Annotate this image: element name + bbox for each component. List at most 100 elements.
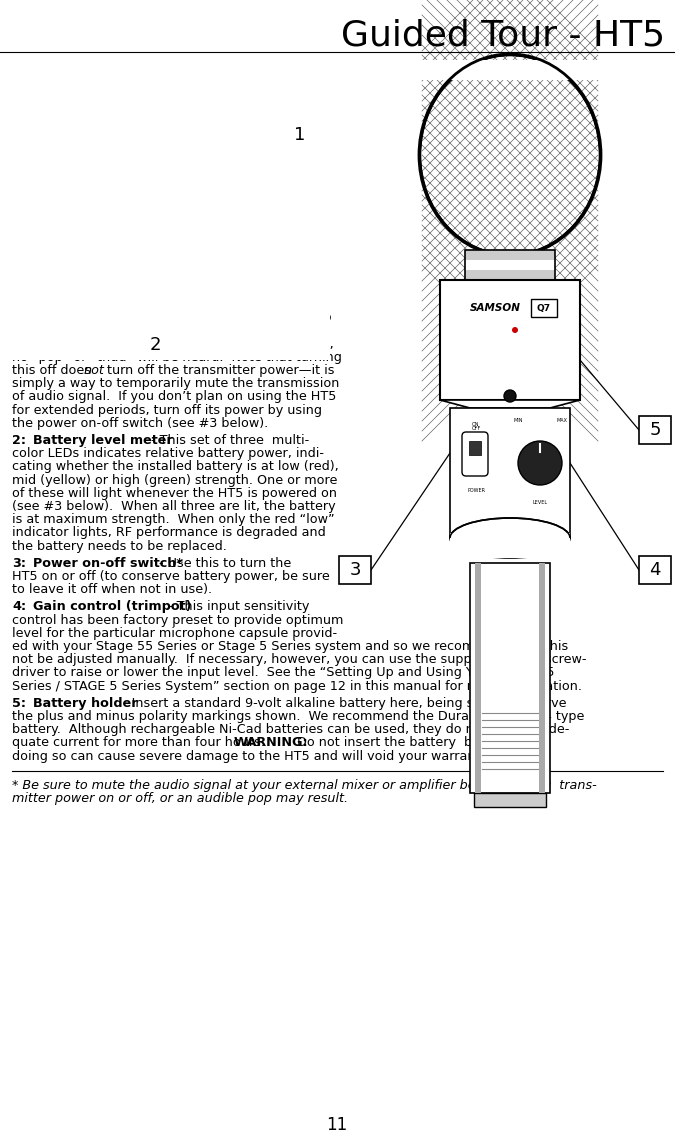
Text: 5:: 5: <box>12 697 26 709</box>
Text: WARNING:: WARNING: <box>234 737 308 749</box>
Bar <box>450 408 570 538</box>
Text: of these will light whenever the HT5 is powered on: of these will light whenever the HT5 is … <box>12 487 337 500</box>
Text: doing so can cause severe damage to the HT5 and will void your warranty.: doing so can cause severe damage to the … <box>12 749 490 763</box>
Text: MIN: MIN <box>513 418 522 422</box>
Text: the “off” position, the audio signal is muted.: the “off” position, the audio signal is … <box>12 325 296 337</box>
Text: ed with your Stage 55 Series or Stage 5 Series system and so we recommend that t: ed with your Stage 55 Series or Stage 5 … <box>12 639 568 653</box>
Text: 2:: 2: <box>12 434 26 447</box>
Text: IC:0168: IC:0168 <box>240 156 246 180</box>
Text: battery.  Although rechargeable Ni-Cad batteries can be used, they do not supply: battery. Although rechargeable Ni-Cad ba… <box>12 723 570 737</box>
Text: level for the particular microphone capsule provid-: level for the particular microphone caps… <box>12 627 337 639</box>
Bar <box>450 533 570 558</box>
Text: not be adjusted manually.  If necessary, however, you can use the supplied plast: not be adjusted manually. If necessary, … <box>12 653 587 666</box>
Text: Battery holder: Battery holder <box>33 697 138 709</box>
Text: - Insert a standard 9-volt alkaline battery here, being sure to observe: - Insert a standard 9-volt alkaline batt… <box>119 697 566 709</box>
Text: the power on-off switch (see #3 below).: the power on-off switch (see #3 below). <box>12 416 268 430</box>
Text: HIGH: HIGH <box>183 159 202 168</box>
Text: indicator lights, RF performance is degraded and: indicator lights, RF performance is degr… <box>12 526 326 540</box>
Bar <box>0 59 330 360</box>
Circle shape <box>518 440 562 485</box>
Text: Power on-off switch*: Power on-off switch* <box>33 557 183 570</box>
Bar <box>181 148 205 158</box>
Bar <box>137 116 140 136</box>
Text: Gain control (trimpot): Gain control (trimpot) <box>33 601 192 613</box>
Text: OFF: OFF <box>471 427 481 431</box>
Bar <box>127 116 130 136</box>
Bar <box>160 117 184 135</box>
Text: BATTERY LEVEL: BATTERY LEVEL <box>122 172 188 181</box>
Text: mid (yellow) or high (green) strength. One or more: mid (yellow) or high (green) strength. O… <box>12 474 337 486</box>
Text: FCC ID CCRHT5: FCC ID CCRHT5 <box>65 144 70 192</box>
Bar <box>142 116 145 136</box>
Text: SAMSON: SAMSON <box>470 303 520 313</box>
Text: turn off the transmitter power—it is: turn off the transmitter power—it is <box>103 364 335 378</box>
Bar <box>465 270 555 280</box>
Text: AUDIO: AUDIO <box>138 95 171 104</box>
Bar <box>469 440 481 455</box>
Text: color LEDs indicates relative battery power, indi-: color LEDs indicates relative battery po… <box>12 447 324 460</box>
Bar <box>475 563 481 793</box>
Circle shape <box>504 390 516 402</box>
Text: (see #3 below).  When all three are lit, the battery: (see #3 below). When all three are lit, … <box>12 500 335 513</box>
FancyBboxPatch shape <box>639 556 671 583</box>
Bar <box>539 563 545 793</box>
Text: 4:: 4: <box>12 601 26 613</box>
Text: - This set of three  multi-: - This set of three multi- <box>147 434 309 447</box>
Text: to leave it off when not in use).: to leave it off when not in use). <box>12 583 212 596</box>
Text: LEVEL: LEVEL <box>533 501 547 506</box>
Circle shape <box>55 67 255 268</box>
Text: the plus and minus polarity markings shown.  We recommend the Duracell MN 1604 t: the plus and minus polarity markings sho… <box>12 710 585 723</box>
Text: Ch2: Ch2 <box>116 206 194 240</box>
Text: not: not <box>84 364 105 378</box>
Bar <box>123 116 187 137</box>
Text: cating whether the installed battery is at low (red),: cating whether the installed battery is … <box>12 460 339 474</box>
Text: no “pop” or “thud” will be heard.  Note that turning: no “pop” or “thud” will be heard. Note t… <box>12 351 342 364</box>
Text: the battery needs to be replaced.: the battery needs to be replaced. <box>12 540 227 553</box>
Bar <box>465 260 555 270</box>
Text: quate current for more than four hours.: quate current for more than four hours. <box>12 737 269 749</box>
Text: 3:: 3: <box>12 557 26 570</box>
Text: POWER: POWER <box>467 488 485 493</box>
Text: - Use this to turn the: - Use this to turn the <box>155 557 291 570</box>
Text: this off does: this off does <box>12 364 95 378</box>
Text: is at maximum strength.  When only the red “low”: is at maximum strength. When only the re… <box>12 514 335 526</box>
Text: Q7: Q7 <box>537 303 551 312</box>
Text: driver to raise or lower the input level.  See the “Setting Up and Using Your St: driver to raise or lower the input level… <box>12 667 554 680</box>
Text: 1:: 1: <box>12 297 26 311</box>
Text: simply a way to temporarily mute the transmission: simply a way to temporarily mute the tra… <box>12 378 340 390</box>
Bar <box>465 251 555 280</box>
Text: Guided Tour - HT5: Guided Tour - HT5 <box>341 19 665 53</box>
Ellipse shape <box>420 55 600 255</box>
Text: LOW: LOW <box>108 159 126 168</box>
Text: 3: 3 <box>349 561 360 579</box>
Text: * Be sure to mute the audio signal at your external mixer or amplifier before tu: * Be sure to mute the audio signal at yo… <box>12 779 597 792</box>
Bar <box>465 251 555 260</box>
Bar <box>147 116 150 136</box>
Text: mitter power on or off, or an audible pop may result.: mitter power on or off, or an audible po… <box>12 792 348 805</box>
FancyBboxPatch shape <box>339 556 371 583</box>
Bar <box>470 563 550 793</box>
Polygon shape <box>440 400 580 408</box>
FancyBboxPatch shape <box>639 416 671 444</box>
Text: MAX: MAX <box>556 418 568 422</box>
Text: ON: ON <box>472 421 480 427</box>
Bar <box>105 148 129 158</box>
Text: 2: 2 <box>149 336 161 353</box>
Text: - This input sensitivity: - This input sensitivity <box>164 601 309 613</box>
Text: Battery level meter: Battery level meter <box>33 434 173 447</box>
Text: HT5 on or off (to conserve battery power, be sure: HT5 on or off (to conserve battery power… <box>12 570 330 583</box>
FancyBboxPatch shape <box>284 121 316 149</box>
Bar <box>132 116 135 136</box>
Text: for extended periods, turn off its power by using: for extended periods, turn off its power… <box>12 404 322 416</box>
Text: Do not insert the battery  backwards;: Do not insert the battery backwards; <box>289 737 537 749</box>
Bar <box>602 59 675 360</box>
Bar <box>440 280 580 400</box>
Bar <box>143 148 167 158</box>
FancyBboxPatch shape <box>462 432 488 476</box>
Bar <box>330 59 675 80</box>
Text: Series / STAGE 5 Series System” section on page 12 in this manual for more infor: Series / STAGE 5 Series System” section … <box>12 680 582 692</box>
Text: Audio on-off switch: Audio on-off switch <box>33 297 173 311</box>
Text: 4: 4 <box>649 561 661 579</box>
Text: 5: 5 <box>649 421 661 439</box>
Ellipse shape <box>450 518 570 558</box>
